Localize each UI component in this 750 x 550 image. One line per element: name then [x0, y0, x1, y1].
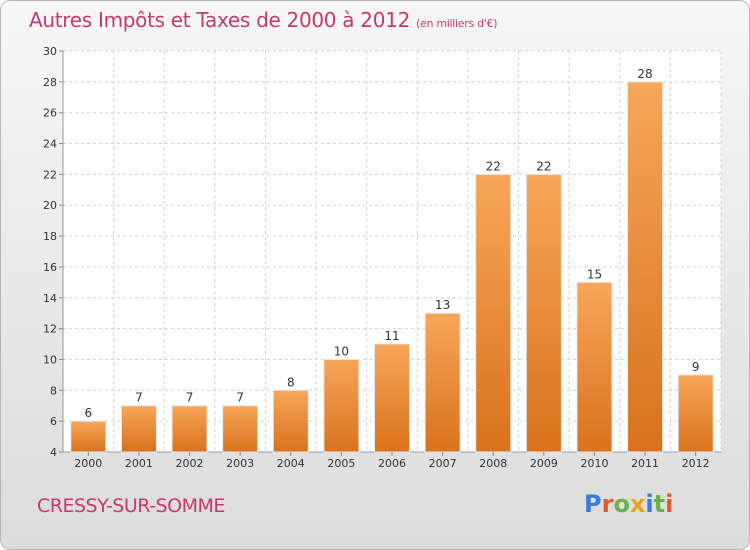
- bar: [272, 389, 309, 453]
- logo-letter: x: [629, 490, 646, 518]
- y-tick-label: 8: [50, 384, 57, 397]
- logo-letter: o: [613, 490, 630, 518]
- data-label: 8: [287, 375, 295, 389]
- logo-letter: r: [601, 490, 614, 518]
- data-label: 22: [486, 159, 501, 173]
- bar: [424, 312, 461, 453]
- bar: [222, 405, 259, 453]
- y-tick-label: 30: [43, 45, 57, 58]
- bar: [171, 405, 208, 453]
- bar: [677, 374, 714, 453]
- bar: [374, 343, 410, 453]
- x-tick-label: 2000: [74, 457, 102, 470]
- chart-subtitle: (en milliers d'€): [416, 17, 498, 30]
- x-tick-label: 2002: [176, 457, 204, 470]
- bar: [323, 358, 360, 453]
- x-tick-label: 2011: [631, 457, 659, 470]
- data-label: 13: [435, 298, 450, 312]
- y-tick-label: 18: [43, 230, 57, 243]
- logo-letter: i: [645, 490, 654, 518]
- data-label: 15: [587, 267, 602, 281]
- y-tick-label: 12: [43, 323, 57, 336]
- data-label: 7: [186, 391, 194, 405]
- bar: [120, 405, 157, 453]
- y-tick-label: 6: [50, 415, 57, 428]
- x-tick-label: 2008: [479, 457, 507, 470]
- title-text: Autres Impôts et Taxes de 2000 à 2012: [29, 8, 410, 32]
- data-label: 10: [334, 344, 349, 358]
- y-tick-label: 22: [43, 168, 57, 181]
- logo-letter: t: [653, 490, 666, 518]
- data-label: 7: [135, 391, 143, 405]
- x-tick-label: 2009: [530, 457, 558, 470]
- y-tick-label: 14: [43, 292, 57, 305]
- x-tick-label: 2001: [125, 457, 153, 470]
- y-tick-label: 10: [43, 353, 57, 366]
- proxiti-logo: Proxiti: [584, 490, 673, 518]
- data-label: 22: [536, 159, 551, 173]
- x-tick-label: 2003: [226, 457, 254, 470]
- data-label: 11: [384, 329, 399, 343]
- y-tick-label: 26: [43, 107, 57, 120]
- bar: [627, 81, 664, 453]
- y-tick-label: 4: [50, 446, 57, 459]
- x-tick-label: 2007: [429, 457, 457, 470]
- data-label: 6: [84, 406, 92, 420]
- bar: [70, 420, 107, 453]
- x-tick-label: 2004: [277, 457, 305, 470]
- bar: [576, 281, 613, 453]
- bar: [475, 173, 512, 453]
- x-tick-label: 2010: [580, 457, 608, 470]
- logo-letter: i: [665, 490, 674, 518]
- commune-name: CRESSY-SUR-SOMME: [37, 495, 225, 517]
- data-label: 28: [637, 67, 652, 81]
- y-tick-label: 24: [43, 138, 57, 151]
- data-label: 9: [692, 360, 700, 374]
- x-tick-label: 2012: [682, 457, 710, 470]
- x-tick-label: 2006: [378, 457, 406, 470]
- logo-letter: P: [584, 490, 602, 518]
- chart-title: Autres Impôts et Taxes de 2000 à 2012 (en…: [29, 8, 497, 32]
- x-tick-label: 2005: [327, 457, 355, 470]
- bar: [525, 173, 562, 453]
- y-tick-label: 20: [43, 199, 57, 212]
- y-tick-label: 28: [43, 76, 57, 89]
- y-tick-label: 16: [43, 261, 57, 274]
- data-label: 7: [236, 391, 244, 405]
